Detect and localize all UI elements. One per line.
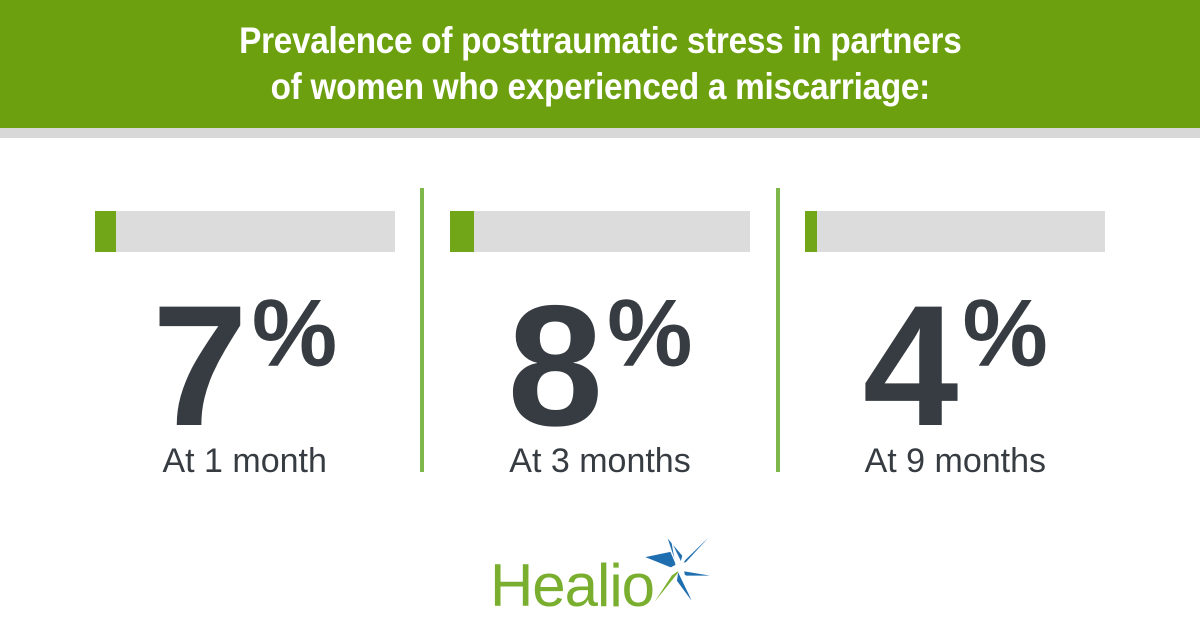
stat-at-1-month: 7 % At 1 month [69, 138, 420, 481]
stat-at-9-months: 4 % At 9 months [780, 138, 1131, 481]
stat-label-2: At 3 months [509, 442, 691, 480]
column-divider-2 [775, 188, 780, 472]
healio-starburst-icon [645, 537, 711, 602]
progress-bar-1-fill [94, 211, 116, 252]
header-divider-strip [0, 128, 1200, 138]
progress-bar-2-fill [449, 211, 474, 252]
stat-number-3: 4 [862, 270, 959, 462]
stats-row: 7 % At 1 month 8 % At 3 months 4 % [69, 138, 1131, 481]
page-title-line-2: of women who experienced a miscarriage: [270, 66, 930, 107]
page-title: Prevalence of posttraumatic stress in pa… [238, 18, 962, 110]
progress-bar-1 [94, 211, 395, 252]
progress-bar-2 [449, 211, 750, 252]
stat-number-2: 8 [507, 270, 604, 462]
footer: Healio [0, 537, 1200, 619]
stat-label-1: At 1 month [162, 442, 327, 480]
stat-unit-1: % [251, 280, 338, 387]
progress-bar-3-fill [805, 211, 818, 252]
stat-label-3: At 9 months [864, 442, 1047, 480]
stat-at-3-months: 8 % At 3 months [424, 138, 775, 481]
page-title-line-1: Prevalence of posttraumatic stress in pa… [238, 20, 962, 61]
healio-logo-text: Healio [489, 552, 655, 619]
healio-logo: Healio [489, 537, 711, 619]
header-banner: Prevalence of posttraumatic stress in pa… [0, 0, 1200, 128]
stat-unit-3: % [962, 280, 1048, 387]
stat-value-2: 8 % [507, 280, 692, 452]
stat-number-1: 7 [152, 270, 248, 462]
column-divider-1 [420, 188, 425, 472]
progress-bar-3 [805, 211, 1106, 252]
stat-value-1: 7 % [152, 280, 337, 452]
stat-value-3: 4 % [863, 280, 1048, 452]
stat-unit-2: % [607, 280, 693, 387]
